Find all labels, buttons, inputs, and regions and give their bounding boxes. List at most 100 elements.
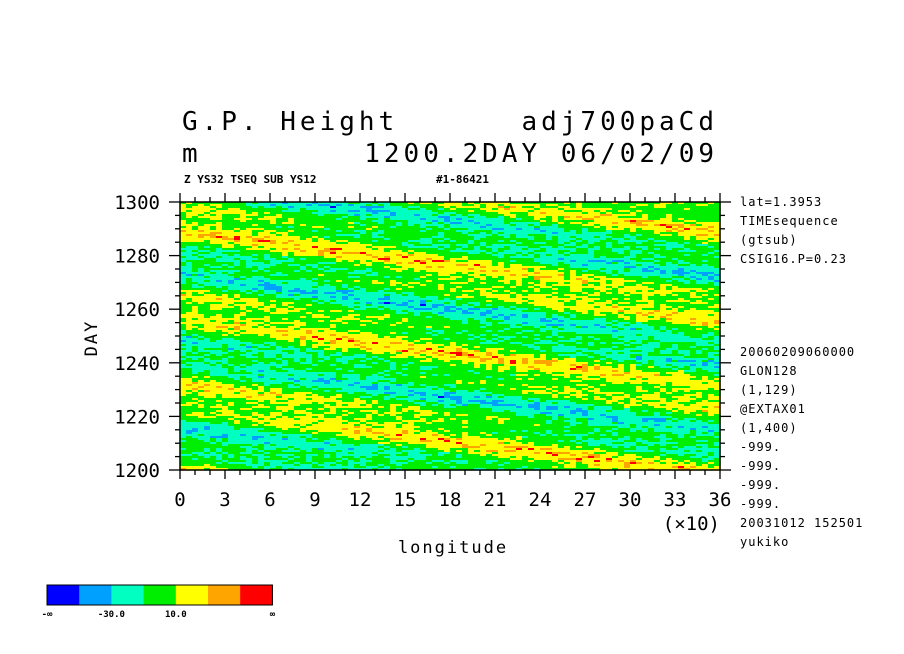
heatmap-cell: [618, 294, 625, 297]
heatmap-cell: [546, 254, 553, 257]
heatmap-cell: [438, 284, 445, 287]
heatmap-cell: [510, 220, 517, 223]
heatmap-cell: [300, 232, 307, 235]
heatmap-cell: [504, 262, 511, 265]
heatmap-cell: [318, 216, 325, 219]
heatmap-cell: [666, 254, 673, 257]
heatmap-cell: [258, 216, 265, 219]
heatmap-cell: [606, 222, 613, 225]
heatmap-cell: [552, 260, 559, 263]
heatmap-cell: [360, 260, 367, 263]
heatmap-cell: [576, 296, 583, 299]
heatmap-cell: [510, 250, 517, 253]
heatmap-cell: [324, 298, 331, 301]
heatmap-cell: [402, 280, 409, 283]
heatmap-cell: [708, 202, 715, 205]
heatmap-cell: [612, 300, 619, 303]
heatmap-cell: [672, 240, 679, 243]
heatmap-cell: [468, 226, 475, 229]
heatmap-cell: [702, 250, 709, 253]
heatmap-cell: [576, 222, 583, 225]
heatmap-cell: [330, 290, 337, 293]
heatmap-cell: [258, 286, 265, 289]
heatmap-cell: [222, 228, 229, 231]
heatmap-cell: [474, 284, 481, 287]
heatmap-cell: [192, 262, 199, 265]
heatmap-cell: [444, 214, 451, 217]
heatmap-cell: [444, 236, 451, 239]
heatmap-cell: [636, 222, 643, 225]
heatmap-cell: [408, 244, 415, 247]
heatmap-cell: [288, 296, 295, 299]
heatmap-cell: [204, 308, 211, 311]
heatmap-cell: [210, 234, 217, 237]
heatmap-cell: [300, 302, 307, 305]
heatmap-cell: [654, 238, 661, 241]
heatmap-cell: [414, 278, 421, 281]
heatmap-cell: [624, 270, 631, 273]
heatmap-cell: [624, 204, 631, 207]
heatmap-cell: [282, 210, 289, 213]
heatmap-cell: [594, 270, 601, 273]
heatmap-cell: [462, 208, 469, 211]
heatmap-cell: [618, 244, 625, 247]
heatmap-cell: [600, 252, 607, 255]
heatmap-cell: [204, 306, 211, 309]
heatmap-cell: [204, 242, 211, 245]
heatmap-cell: [360, 250, 367, 253]
heatmap-cell: [570, 248, 577, 251]
heatmap-cell: [540, 276, 547, 279]
heatmap-cell: [234, 300, 241, 303]
heatmap-cell: [540, 270, 547, 273]
heatmap-cell: [240, 230, 247, 233]
heatmap-cell: [534, 284, 541, 287]
heatmap-cell: [570, 272, 577, 275]
heatmap-cell: [570, 268, 577, 271]
heatmap-cell: [546, 232, 553, 235]
heatmap-cell: [498, 308, 505, 311]
heatmap-cell: [498, 288, 505, 291]
heatmap-cell: [372, 212, 379, 215]
heatmap-cell: [516, 224, 523, 227]
heatmap-cell: [690, 238, 697, 241]
heatmap-cell: [288, 302, 295, 305]
heatmap-cell: [378, 248, 385, 251]
heatmap-cell: [384, 274, 391, 277]
heatmap-cell: [708, 210, 715, 213]
heatmap-cell: [642, 280, 649, 283]
heatmap-cell: [204, 230, 211, 233]
heatmap-cell: [234, 308, 241, 311]
heatmap-cell: [702, 254, 709, 257]
heatmap-cell: [276, 296, 283, 299]
heatmap-cell: [330, 276, 337, 279]
heatmap-cell: [546, 258, 553, 261]
heatmap-cell: [690, 234, 697, 237]
heatmap-cell: [282, 246, 289, 249]
heatmap-cell: [696, 240, 703, 243]
heatmap-cell: [474, 212, 481, 215]
heatmap-cell: [384, 250, 391, 253]
heatmap-cell: [642, 300, 649, 303]
heatmap-cell: [222, 224, 229, 227]
heatmap-cell: [444, 206, 451, 209]
heatmap-cell: [240, 248, 247, 251]
heatmap-cell: [588, 306, 595, 309]
heatmap-cell: [420, 288, 427, 291]
heatmap-cell: [306, 202, 313, 205]
heatmap-cell: [678, 278, 685, 281]
heatmap-cell: [216, 206, 223, 209]
heatmap-cell: [624, 302, 631, 305]
heatmap-cell: [288, 306, 295, 309]
heatmap-cell: [264, 288, 271, 291]
heatmap-cell: [276, 264, 283, 267]
heatmap-cell: [336, 222, 343, 225]
heatmap-cell: [228, 268, 235, 271]
heatmap-cell: [636, 284, 643, 287]
heatmap-cell: [462, 240, 469, 243]
heatmap-cell: [564, 298, 571, 301]
heatmap-cell: [264, 260, 271, 263]
heatmap-cell: [648, 226, 655, 229]
heatmap-cell: [684, 302, 691, 305]
heatmap-cell: [486, 306, 493, 309]
